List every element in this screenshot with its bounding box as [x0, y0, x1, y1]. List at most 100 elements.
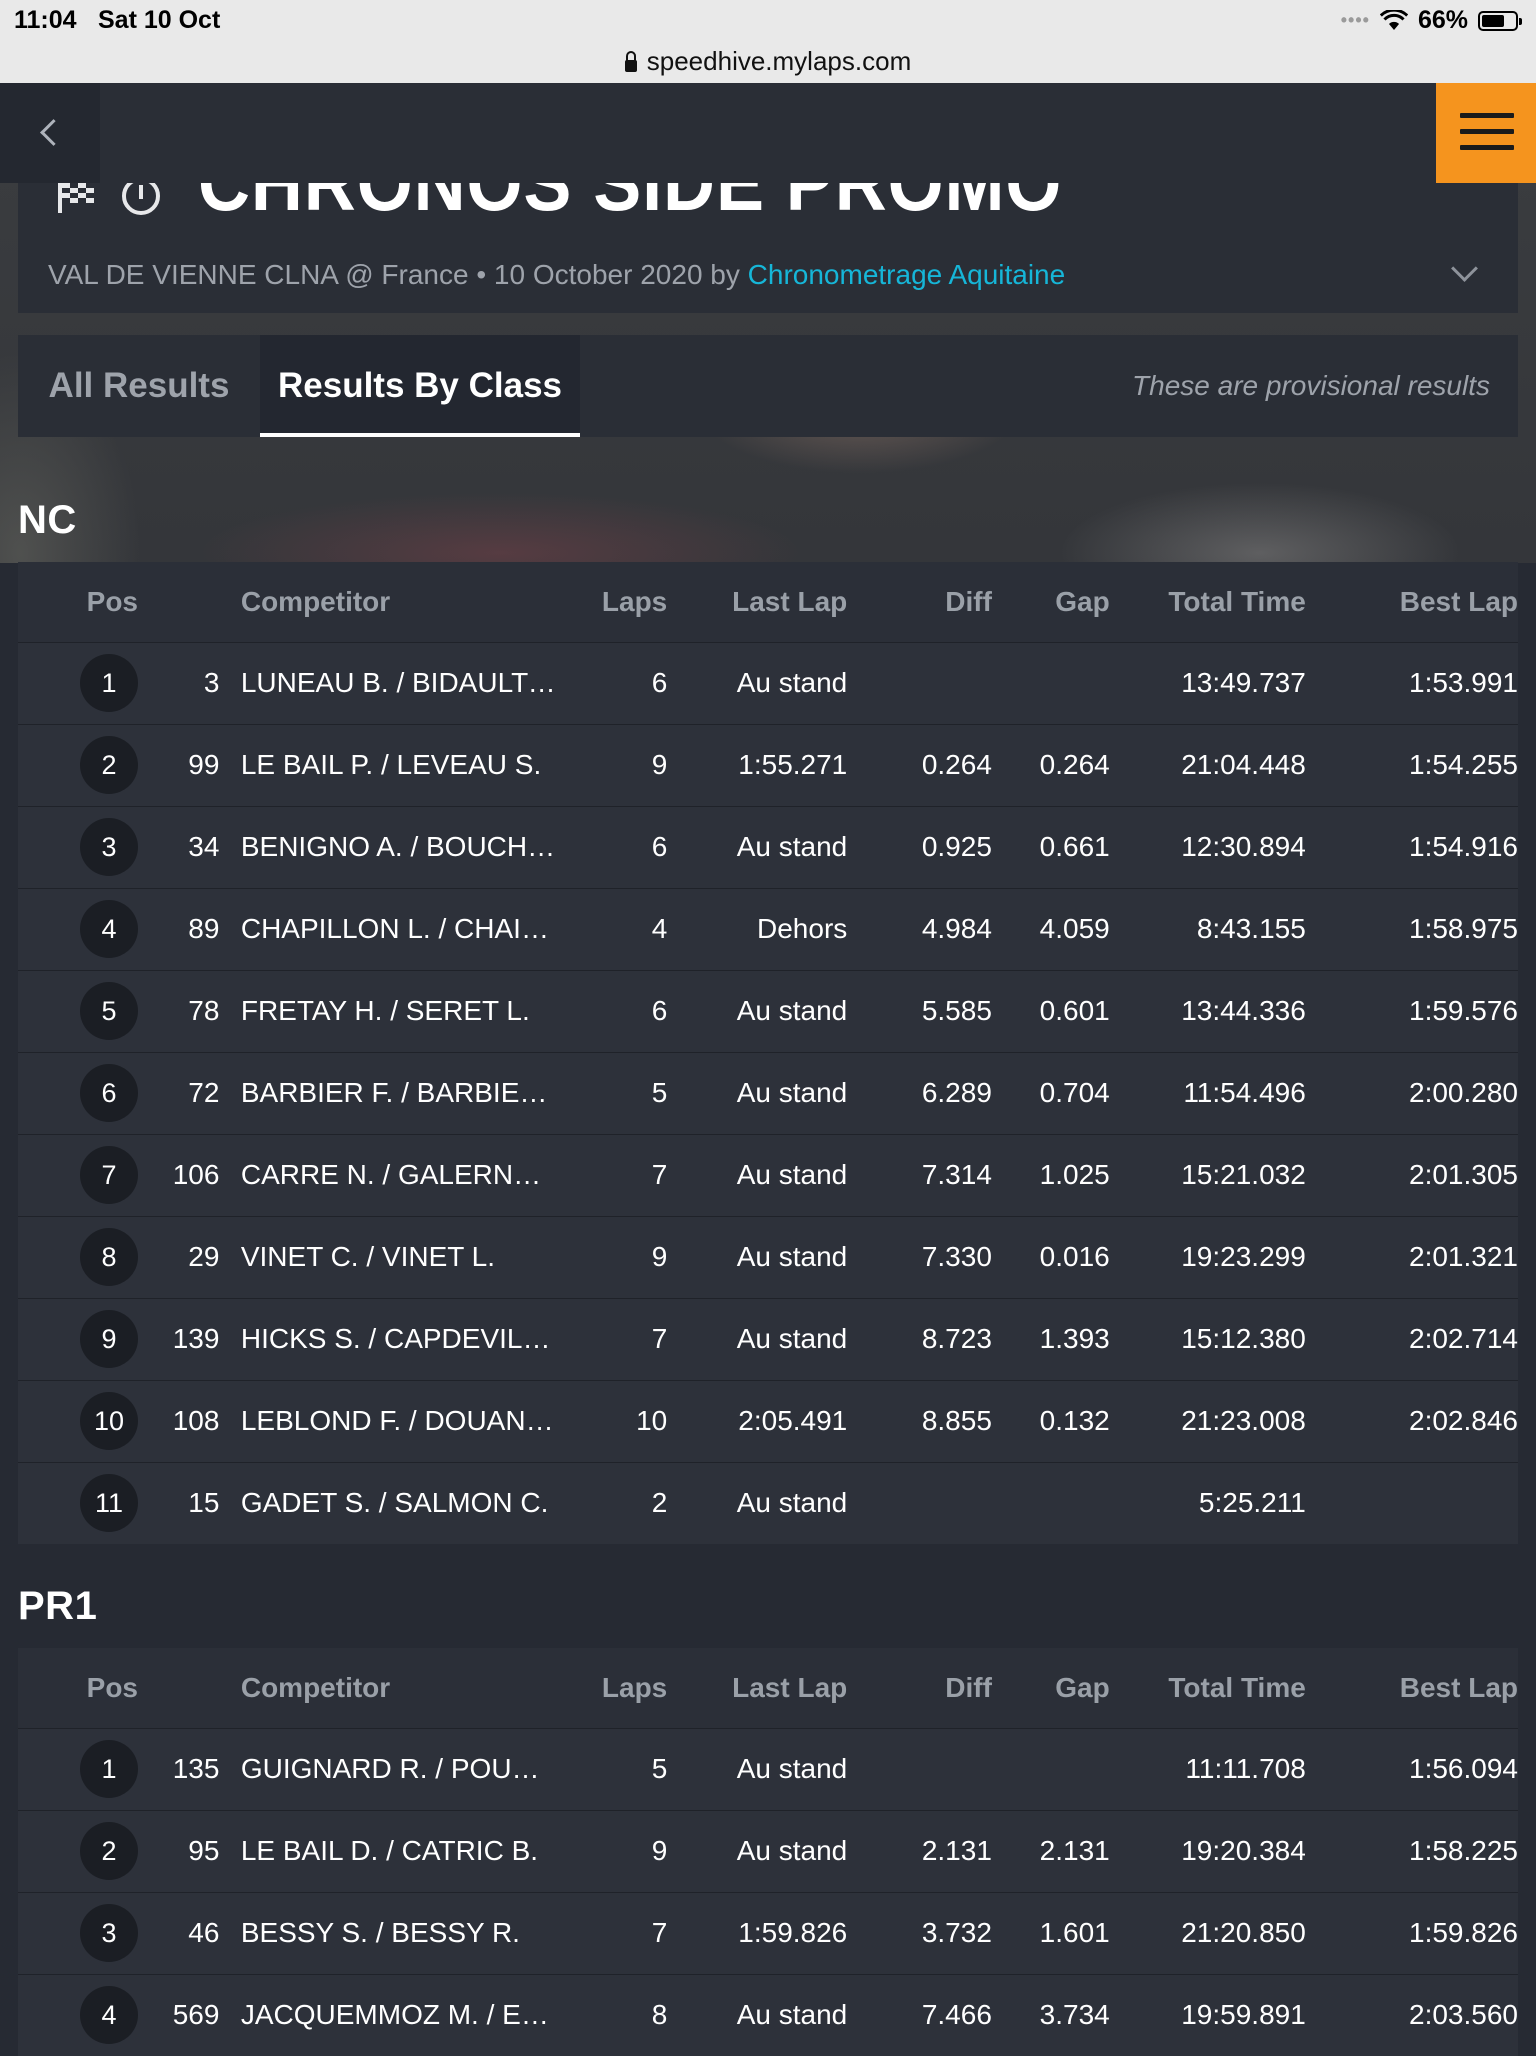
checkered-flag-icon — [58, 181, 94, 213]
column-header-last-lap[interactable]: Last Lap — [732, 1671, 848, 1703]
total-time-cell: 13:44.336 — [1181, 995, 1306, 1026]
event-meta: VAL DE VIENNE CLNA @ France • 10 October… — [48, 259, 1065, 291]
position-badge: 3 — [80, 818, 138, 876]
competitor-name[interactable]: HICKS S. / CAPDEVILLE V. — [240, 1323, 558, 1354]
competitor-name[interactable]: CARRE N. / GALERNE C. — [240, 1159, 558, 1190]
diff-cell: 0.264 — [921, 749, 992, 780]
competitor-name[interactable]: VINET C. / VINET L. — [240, 1241, 495, 1272]
position-badge: 6 — [80, 1064, 138, 1122]
result-row[interactable]: 1 135 GUIGNARD R. / POUX F. 5 Au stand 11:11.… — [18, 1728, 1518, 1810]
table-header-row: Pos Competitor Laps Last Lap Diff Gap To… — [18, 1648, 1518, 1728]
result-row[interactable]: 11 15 GADET S. / SALMON C. 2 Au stand 5:25.21… — [18, 1462, 1518, 1544]
result-row[interactable]: 1 3 LUNEAU B. / BIDAULT N. 6 Au stand 13:49.7… — [18, 642, 1518, 724]
competitor-name[interactable]: GADET S. / SALMON C. — [240, 1487, 549, 1519]
diff-cell: 7.314 — [921, 1159, 992, 1190]
column-header-competitor[interactable]: Competitor — [240, 585, 391, 617]
column-header-gap[interactable]: Gap — [1055, 1671, 1110, 1703]
diff-cell — [847, 642, 992, 724]
diff-cell: 3.732 — [921, 1917, 992, 1948]
back-button[interactable] — [0, 83, 100, 183]
menu-button[interactable] — [1436, 83, 1536, 183]
position-badge: 2 — [80, 1822, 138, 1880]
competitor-number: 29 — [188, 1241, 220, 1272]
competitor-number: 46 — [188, 1917, 220, 1948]
position-badge: 4 — [80, 1986, 138, 2045]
address-bar[interactable]: speedhive.mylaps.com — [0, 40, 1536, 84]
result-row[interactable]: 5 78 FRETAY H. / SERET L. 6 Au stand 5.585 0.6… — [18, 970, 1518, 1052]
column-header-best-lap[interactable]: Best Lap — [1399, 585, 1518, 617]
results-table-pr1: Pos Competitor Laps Last Lap Diff Gap To… — [18, 1648, 1518, 2056]
best-lap-cell: 2:01.305 — [1409, 1159, 1518, 1190]
result-row[interactable]: 3 34 BENIGNO A. / BOUCHAR… 6 Au stand 0.925 0.… — [18, 806, 1518, 888]
result-row[interactable]: 2 95 LE BAIL D. / CATRIC B. 9 Au stand 2.131 2… — [18, 1810, 1518, 1892]
competitor-number: 34 — [188, 831, 220, 862]
best-lap-cell: 2:00.280 — [1409, 1077, 1518, 1108]
competitor-name[interactable]: LE BAIL D. / CATRIC B. — [240, 1835, 539, 1866]
result-row[interactable]: 4 89 CHAPILLON L. / CHAIGN… 4 Dehors 4.984 4.0… — [18, 888, 1518, 970]
column-header-total-time[interactable]: Total Time — [1168, 1671, 1306, 1703]
competitor-number: 89 — [188, 913, 220, 944]
competitor-name[interactable]: BARBIER F. / BARBIER D. — [240, 1077, 558, 1108]
status-indicators: •••• 66% — [1341, 6, 1522, 35]
total-time-cell: 19:23.299 — [1181, 1241, 1306, 1272]
position-badge: 3 — [80, 1904, 138, 1962]
result-row[interactable]: 10 108 LEBLOND F. / DOUANE C… 10 2:05.491 8.8… — [18, 1380, 1518, 1462]
total-time-cell: 11:11.708 — [1185, 1753, 1306, 1784]
column-header-last-lap[interactable]: Last Lap — [732, 585, 848, 617]
diff-cell: 2.131 — [921, 1835, 992, 1866]
last-lap-cell: Au stand — [736, 1835, 848, 1866]
competitor-name[interactable]: LUNEAU B. / BIDAULT N. — [240, 667, 558, 698]
diff-cell: 4.984 — [921, 913, 992, 944]
column-header-pos[interactable]: Pos — [86, 585, 138, 617]
result-row[interactable]: 4 569 JACQUEMMOZ M. / ENJA… 8 Au stand 7.466 3… — [18, 1974, 1518, 2056]
column-header-gap[interactable]: Gap — [1055, 585, 1110, 617]
competitor-number: 78 — [188, 995, 220, 1026]
result-row[interactable]: 3 46 BESSY S. / BESSY R. 7 1:59.826 3.732 1.60… — [18, 1892, 1518, 1974]
tab-results-by-class[interactable]: Results By Class — [260, 335, 580, 437]
provisional-results-note: These are provisional results — [1132, 370, 1490, 401]
result-row[interactable]: 8 29 VINET C. / VINET L. 9 Au stand 7.330 0.01… — [18, 1216, 1518, 1298]
diff-cell: 0.925 — [921, 831, 992, 862]
result-row[interactable]: 2 99 LE BAIL P. / LEVEAU S. 9 1:55.271 0.264 0… — [18, 724, 1518, 806]
result-row[interactable]: 7 106 CARRE N. / GALERNE C. 7 Au stand 7.314 1… — [18, 1134, 1518, 1216]
last-lap-cell: Au stand — [736, 1999, 848, 2031]
competitor-name[interactable]: BENIGNO A. / BOUCHAR… — [240, 831, 558, 862]
last-lap-cell: 1:59.826 — [738, 1917, 848, 1948]
organizer-link[interactable]: Chronometrage Aquitaine — [747, 259, 1066, 290]
last-lap-cell: Au stand — [736, 667, 848, 698]
result-row[interactable]: 9 139 HICKS S. / CAPDEVILLE V. 7 Au stand 8.7… — [18, 1298, 1518, 1380]
column-header-pos[interactable]: Pos — [86, 1671, 138, 1703]
chevron-down-icon[interactable] — [1451, 255, 1478, 282]
competitor-name[interactable]: GUIGNARD R. / POUX F. — [240, 1753, 558, 1784]
column-header-total-time[interactable]: Total Time — [1168, 585, 1306, 617]
result-row[interactable]: 6 72 BARBIER F. / BARBIER D. 5 Au stand 6.289… — [18, 1052, 1518, 1134]
competitor-name[interactable]: CHAPILLON L. / CHAIGN… — [240, 913, 558, 944]
last-lap-cell: 1:55.271 — [738, 749, 848, 780]
hamburger-menu-icon — [1460, 113, 1514, 153]
event-venue-date: VAL DE VIENNE CLNA @ France • 10 October… — [48, 259, 740, 290]
gap-cell: 3.734 — [1039, 1999, 1110, 2031]
column-header-diff[interactable]: Diff — [945, 585, 992, 617]
position-badge: 2 — [80, 736, 138, 794]
competitor-name[interactable]: JACQUEMMOZ M. / ENJA… — [240, 1999, 558, 2031]
diff-cell: 7.330 — [921, 1241, 992, 1272]
total-time-cell: 15:12.380 — [1181, 1323, 1306, 1354]
status-time: 11:04 — [14, 6, 77, 34]
competitor-name[interactable]: BESSY S. / BESSY R. — [240, 1917, 520, 1948]
competitor-name[interactable]: LEBLOND F. / DOUANE C… — [240, 1405, 558, 1436]
total-time-cell: 19:59.891 — [1181, 1999, 1306, 2031]
competitor-name[interactable]: LE BAIL P. / LEVEAU S. — [240, 749, 542, 780]
best-lap-cell: 1:59.576 — [1409, 995, 1518, 1026]
column-header-competitor[interactable]: Competitor — [240, 1671, 391, 1703]
tab-all-results[interactable]: All Results — [48, 366, 230, 405]
last-lap-cell: Au stand — [736, 1077, 848, 1108]
total-time-cell: 8:43.155 — [1196, 913, 1306, 944]
column-header-laps[interactable]: Laps — [601, 1671, 668, 1703]
status-date: Sat 10 Oct — [98, 6, 221, 34]
column-header-diff[interactable]: Diff — [945, 1671, 992, 1703]
column-header-best-lap[interactable]: Best Lap — [1399, 1671, 1518, 1703]
competitor-name[interactable]: FRETAY H. / SERET L. — [240, 995, 530, 1026]
column-header-laps[interactable]: Laps — [601, 585, 668, 617]
gap-cell: 0.132 — [1039, 1405, 1110, 1436]
competitor-number: 108 — [172, 1405, 220, 1436]
